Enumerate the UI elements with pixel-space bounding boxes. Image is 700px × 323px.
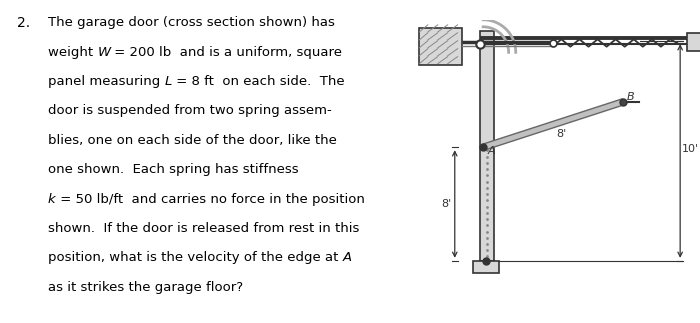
Text: weight: weight (48, 46, 97, 58)
Bar (419, 28, 462, 65)
Text: A: A (487, 146, 495, 156)
Bar (687, 33, 700, 51)
Text: 10': 10' (682, 144, 699, 154)
Text: B: B (626, 91, 634, 101)
Text: W: W (97, 46, 111, 58)
Text: shown.  If the door is released from rest in this: shown. If the door is released from rest… (48, 222, 359, 235)
Bar (480, 31, 494, 261)
Text: as it strikes the garage floor?: as it strikes the garage floor? (48, 281, 243, 294)
Bar (473, 261, 498, 274)
Text: = 50 lb/ft  and carries no force in the position: = 50 lb/ft and carries no force in the p… (55, 193, 365, 205)
Text: k: k (48, 193, 55, 205)
Text: door is suspended from two spring assem-: door is suspended from two spring assem- (48, 104, 332, 117)
Text: 8': 8' (442, 199, 452, 209)
Text: The garage door (cross section shown) has: The garage door (cross section shown) ha… (48, 16, 335, 29)
Text: position, what is the velocity of the edge at: position, what is the velocity of the ed… (48, 251, 342, 264)
Text: 8': 8' (556, 129, 566, 139)
Text: blies, one on each side of the door, like the: blies, one on each side of the door, lik… (48, 134, 337, 147)
Text: 2.: 2. (17, 16, 30, 30)
Text: panel measuring: panel measuring (48, 75, 164, 88)
Text: = 200 lb  and is a uniform, square: = 200 lb and is a uniform, square (111, 46, 342, 58)
Polygon shape (482, 99, 624, 150)
Text: A: A (342, 251, 351, 264)
Text: L: L (164, 75, 172, 88)
Text: = 8 ft  on each side.  The: = 8 ft on each side. The (172, 75, 344, 88)
Text: one shown.  Each spring has stiffness: one shown. Each spring has stiffness (48, 163, 298, 176)
